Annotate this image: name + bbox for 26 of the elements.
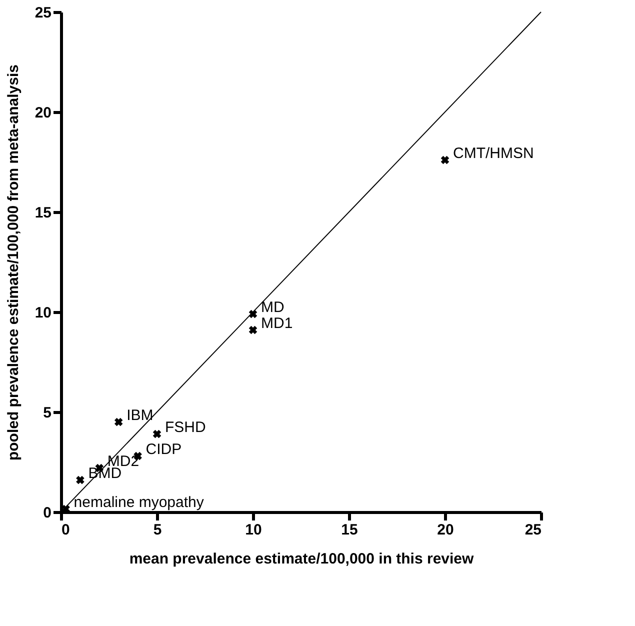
x-tick-label: 25 <box>524 522 542 538</box>
y-tick-label: 0 <box>43 504 52 522</box>
annotation: FSHD <box>165 419 206 436</box>
point <box>440 156 450 164</box>
x-tick-label: 5 <box>153 522 162 538</box>
annotation: MD <box>261 299 284 316</box>
annotation: IBM <box>126 407 154 424</box>
x-tick-label: 15 <box>341 522 358 538</box>
y-axis-title: pooled prevalence estimate/100,000 from meta-analysis <box>4 64 22 461</box>
x-tick-label: 20 <box>437 522 454 538</box>
y-tick-label: 20 <box>34 104 52 122</box>
y-tick-label: 25 <box>34 4 52 22</box>
x-axis-title: mean prevalence estimate/100,000 in this review <box>129 550 474 568</box>
annotation: CIDP <box>146 441 182 458</box>
point <box>114 418 123 426</box>
y-tick-label: 10 <box>34 304 52 322</box>
annotation: nemaline myopathy <box>74 494 204 511</box>
point <box>248 326 258 334</box>
x-tick-label: 10 <box>245 522 262 538</box>
point <box>152 430 162 438</box>
y-tick-label: 5 <box>43 404 52 422</box>
annotation: CMT/HMSN <box>453 145 534 162</box>
y-tick-label: 15 <box>34 204 52 222</box>
point <box>76 476 84 484</box>
x-tick-label: 0 <box>62 522 70 538</box>
annotation: MD1 <box>261 315 293 332</box>
